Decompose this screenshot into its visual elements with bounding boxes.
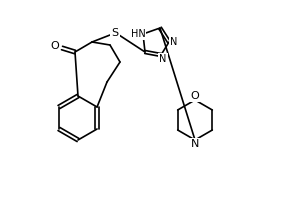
Text: N: N — [170, 37, 178, 47]
Text: S: S — [111, 28, 118, 38]
Text: O: O — [51, 41, 59, 51]
Text: N: N — [191, 139, 199, 149]
Text: HN: HN — [130, 29, 146, 39]
Text: N: N — [159, 54, 167, 64]
Text: O: O — [190, 91, 200, 101]
